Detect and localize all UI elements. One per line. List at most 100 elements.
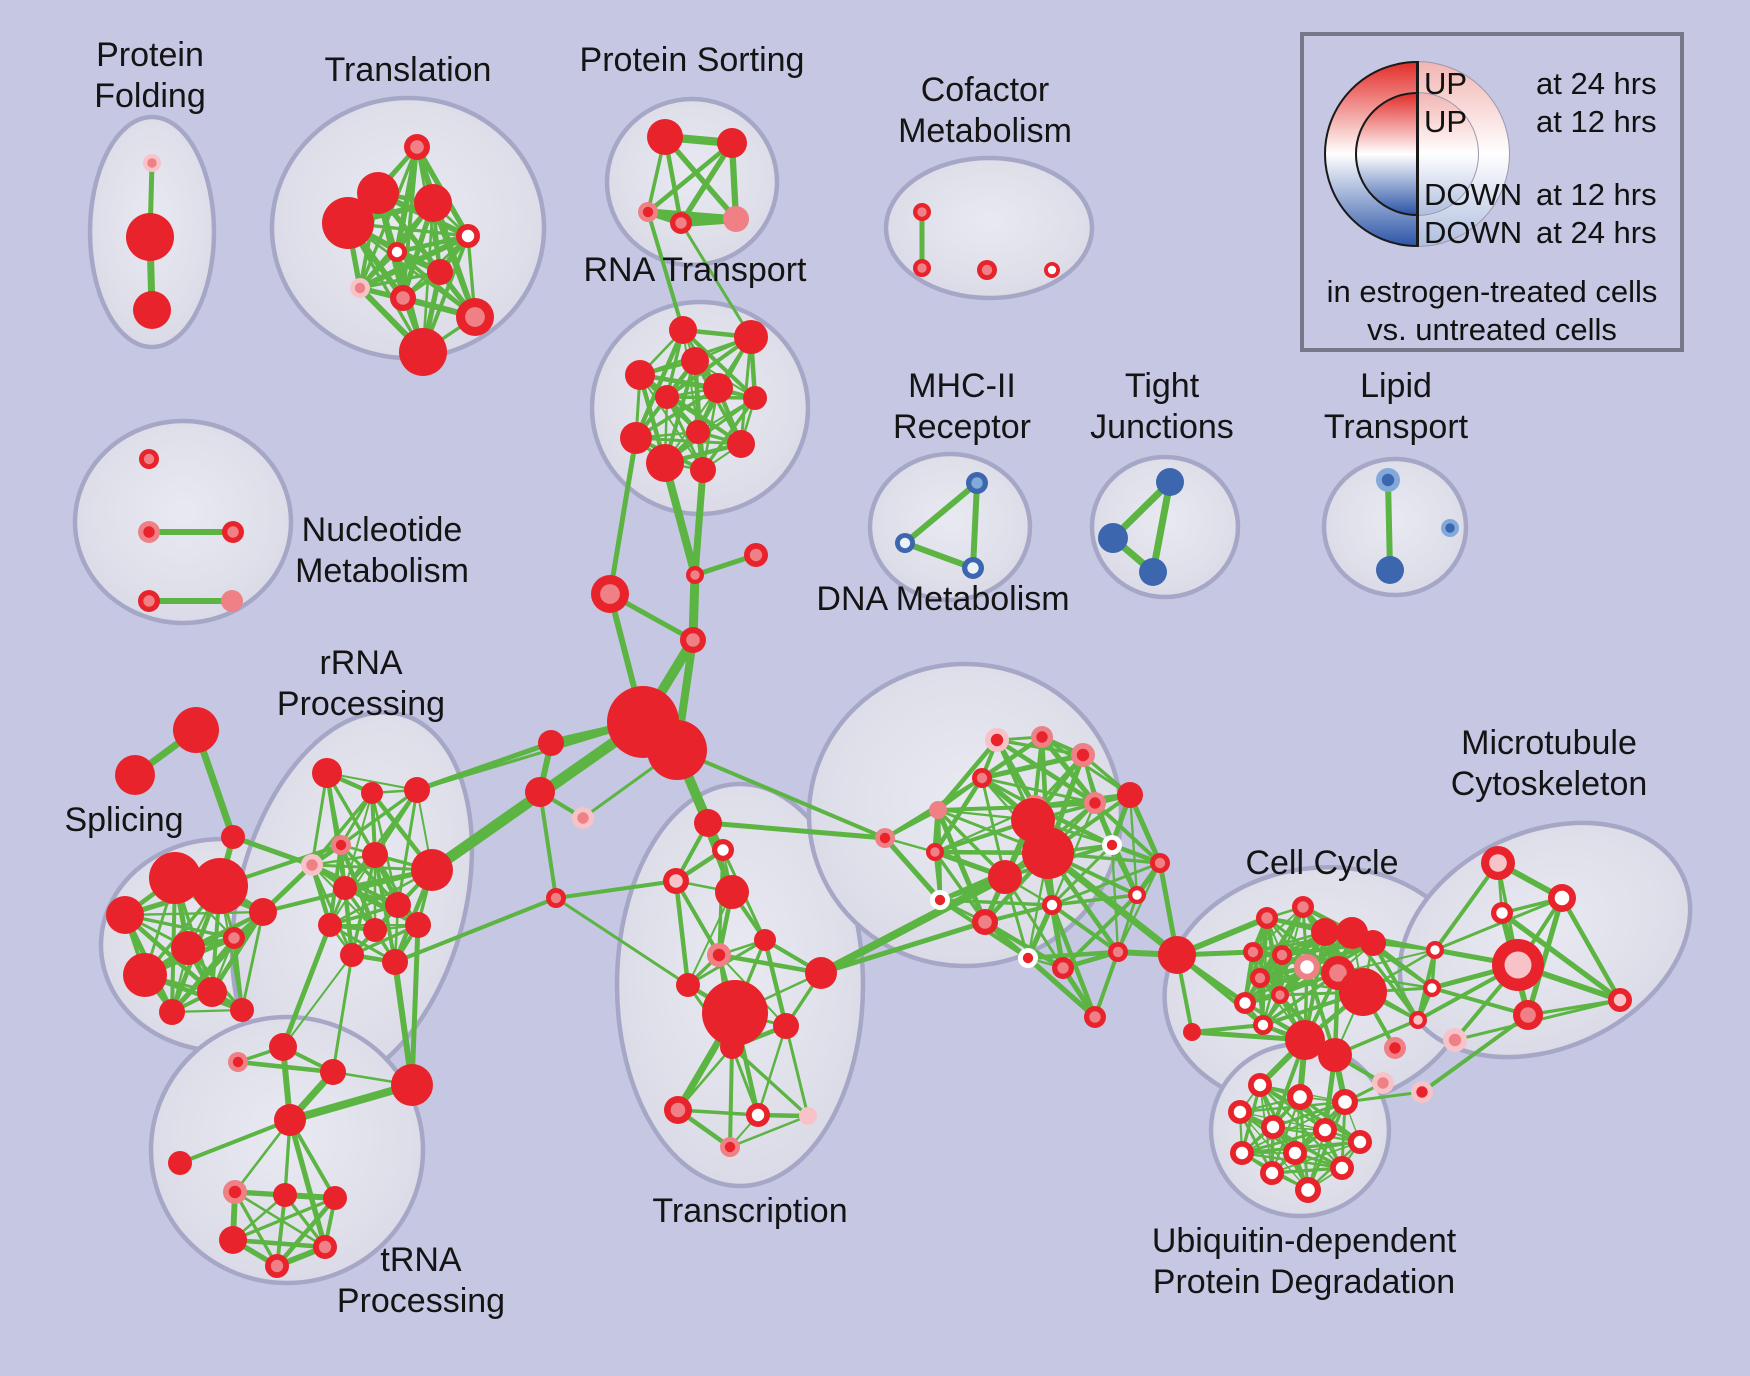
node-ov3[interactable] <box>1384 1037 1406 1059</box>
node-ub10[interactable] <box>1260 1161 1284 1185</box>
node-tniso[interactable] <box>168 1151 192 1175</box>
node-tn2[interactable] <box>273 1183 297 1207</box>
node-tn5[interactable] <box>313 1235 337 1259</box>
node-tx8[interactable] <box>676 973 700 997</box>
node-rt1[interactable] <box>669 316 697 344</box>
node-sp8[interactable] <box>159 999 185 1025</box>
node-n1[interactable] <box>538 730 564 756</box>
node-rt8[interactable] <box>620 422 652 454</box>
node-tx1[interactable] <box>694 809 722 837</box>
node-nm2[interactable] <box>138 521 160 543</box>
node-rr3[interactable] <box>404 777 430 803</box>
node-cc2[interactable] <box>1292 896 1314 918</box>
node-dn11[interactable] <box>972 909 998 935</box>
node-tn1[interactable] <box>223 1180 247 1204</box>
node-pf1[interactable] <box>143 154 161 172</box>
node-ov4[interactable] <box>1443 1028 1467 1052</box>
node-cc4[interactable] <box>1336 917 1368 949</box>
node-rr9[interactable] <box>385 892 411 918</box>
node-rt3[interactable] <box>681 347 709 375</box>
node-sp6[interactable] <box>123 953 167 997</box>
node-dn2[interactable] <box>1031 726 1053 748</box>
node-tl2[interactable] <box>357 172 399 214</box>
node-dn19[interactable] <box>1052 957 1074 979</box>
node-tx9[interactable] <box>702 980 768 1046</box>
node-mt3[interactable] <box>1491 902 1513 924</box>
node-ub5[interactable] <box>1261 1115 1285 1139</box>
node-dn8[interactable] <box>926 843 944 861</box>
node-tj3[interactable] <box>1139 558 1167 586</box>
node-tn3[interactable] <box>323 1186 347 1210</box>
node-rt2[interactable] <box>734 320 768 354</box>
node-ch2[interactable] <box>744 543 768 567</box>
node-sp9[interactable] <box>249 898 277 926</box>
node-rr10[interactable] <box>318 913 342 937</box>
node-ub6[interactable] <box>1313 1118 1337 1142</box>
node-ch1[interactable] <box>686 566 704 584</box>
node-cc12[interactable] <box>1271 986 1289 1004</box>
node-cc5[interactable] <box>1360 930 1386 956</box>
node-dn18[interactable] <box>1084 1006 1106 1028</box>
node-tn6[interactable] <box>265 1254 289 1278</box>
node-dnh2[interactable] <box>1022 827 1074 879</box>
node-lp2[interactable] <box>1376 556 1404 584</box>
node-tx12[interactable] <box>720 1035 744 1059</box>
node-tx5[interactable] <box>546 888 566 908</box>
node-cch2[interactable] <box>1318 1038 1352 1072</box>
node-ub1[interactable] <box>1248 1073 1272 1097</box>
node-tj2[interactable] <box>1098 523 1128 553</box>
node-rt5[interactable] <box>703 373 733 403</box>
node-rt6[interactable] <box>655 385 679 409</box>
node-mt5[interactable] <box>1608 988 1632 1012</box>
node-dn16[interactable] <box>1128 886 1146 904</box>
node-rr11[interactable] <box>363 918 387 942</box>
node-s2[interactable] <box>115 755 155 795</box>
node-rt4[interactable] <box>625 360 655 390</box>
node-mt6[interactable] <box>1513 1000 1543 1030</box>
node-rr15[interactable] <box>269 1033 297 1061</box>
node-tn4[interactable] <box>219 1226 247 1254</box>
node-sp1[interactable] <box>149 852 201 904</box>
node-tx14[interactable] <box>746 1103 770 1127</box>
node-tl3[interactable] <box>414 184 452 222</box>
node-dn4[interactable] <box>972 768 992 788</box>
node-cc14[interactable] <box>1253 1015 1273 1035</box>
node-dn3[interactable] <box>1071 743 1095 767</box>
node-dn14[interactable] <box>1084 792 1106 814</box>
node-tl7[interactable] <box>427 259 453 285</box>
node-cc17[interactable] <box>1409 1011 1427 1029</box>
node-cc10[interactable] <box>1339 968 1387 1016</box>
node-cc7[interactable] <box>1272 945 1292 965</box>
node-ub3[interactable] <box>1332 1089 1358 1115</box>
node-rr12[interactable] <box>405 912 431 938</box>
node-cf3[interactable] <box>977 260 997 280</box>
node-cc3[interactable] <box>1311 918 1339 946</box>
node-rr6[interactable] <box>362 842 388 868</box>
node-cc11[interactable] <box>1250 968 1270 988</box>
node-ps5[interactable] <box>723 206 749 232</box>
node-nm5[interactable] <box>221 590 243 612</box>
node-tl9[interactable] <box>390 285 416 311</box>
node-rr5[interactable] <box>301 854 323 876</box>
node-cc6[interactable] <box>1243 942 1263 962</box>
node-dleft[interactable] <box>875 828 895 848</box>
node-ccs[interactable] <box>1183 1023 1201 1041</box>
node-tl5[interactable] <box>456 224 480 248</box>
node-rr18[interactable] <box>391 1064 433 1106</box>
node-tl10[interactable] <box>456 298 494 336</box>
node-ps4[interactable] <box>670 212 692 234</box>
node-sp3[interactable] <box>106 896 144 934</box>
node-cc8[interactable] <box>1294 954 1320 980</box>
node-cc15[interactable] <box>1426 941 1444 959</box>
node-ub7[interactable] <box>1348 1130 1372 1154</box>
node-cch1[interactable] <box>1285 1020 1325 1060</box>
node-sp5[interactable] <box>223 927 245 949</box>
node-dn10[interactable] <box>930 890 950 910</box>
node-pf2[interactable] <box>126 213 174 261</box>
node-dn13[interactable] <box>1018 948 1038 968</box>
node-rt7[interactable] <box>743 386 767 410</box>
node-lp3[interactable] <box>1441 519 1459 537</box>
node-cc16[interactable] <box>1423 979 1441 997</box>
node-rt11[interactable] <box>646 444 684 482</box>
node-rr13[interactable] <box>340 943 364 967</box>
